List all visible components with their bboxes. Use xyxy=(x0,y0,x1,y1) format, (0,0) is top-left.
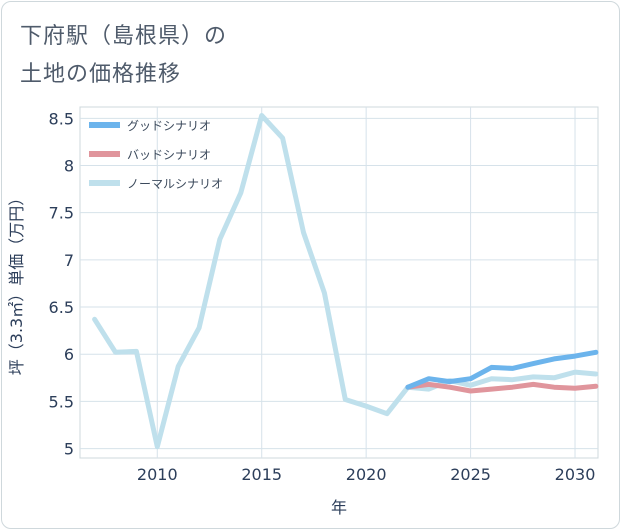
legend-item-2[interactable]: ノーマルシナリオ xyxy=(89,177,223,191)
legend-item-0[interactable]: グッドシナリオ xyxy=(89,119,211,133)
chart-title-line-1: 下府駅（島根県）の xyxy=(20,24,228,49)
x-axis-label: 年 xyxy=(331,498,347,517)
series-layer xyxy=(92,113,599,450)
series-line-0 xyxy=(405,349,599,390)
y-axis-label: 坪（3.3㎡）単価（万円） xyxy=(7,190,26,375)
legend-item-1[interactable]: バッドシナリオ xyxy=(89,148,211,162)
grid-lines xyxy=(80,107,598,458)
y-tick-6.5: 6.5 xyxy=(49,298,74,317)
legend-label-2: ノーマルシナリオ xyxy=(127,177,223,191)
tick-labels: 2010 2015 2020 2025 2030 5 5.5 6 6.5 7 7.5 8 8.5 xyxy=(49,109,596,484)
series-line-1 xyxy=(405,381,599,394)
x-tick-2025: 2025 xyxy=(450,465,491,484)
legend-label-1: バッドシナリオ xyxy=(127,148,211,162)
y-tick-7: 7 xyxy=(64,251,74,270)
y-tick-8.5: 8.5 xyxy=(49,109,74,128)
y-tick-6: 6 xyxy=(64,345,74,364)
y-tick-5.5: 5.5 xyxy=(49,392,74,411)
x-tick-2030: 2030 xyxy=(555,465,596,484)
x-tick-2010: 2010 xyxy=(137,465,178,484)
y-tick-7.5: 7.5 xyxy=(49,204,74,223)
series-line-2 xyxy=(92,113,599,450)
x-tick-2020: 2020 xyxy=(346,465,387,484)
legend-label-0: グッドシナリオ xyxy=(127,119,211,133)
chart-title-line-2: 土地の価格推移 xyxy=(20,62,182,87)
y-tick-5: 5 xyxy=(64,440,74,459)
x-tick-2015: 2015 xyxy=(241,465,282,484)
y-tick-8: 8 xyxy=(64,157,74,176)
